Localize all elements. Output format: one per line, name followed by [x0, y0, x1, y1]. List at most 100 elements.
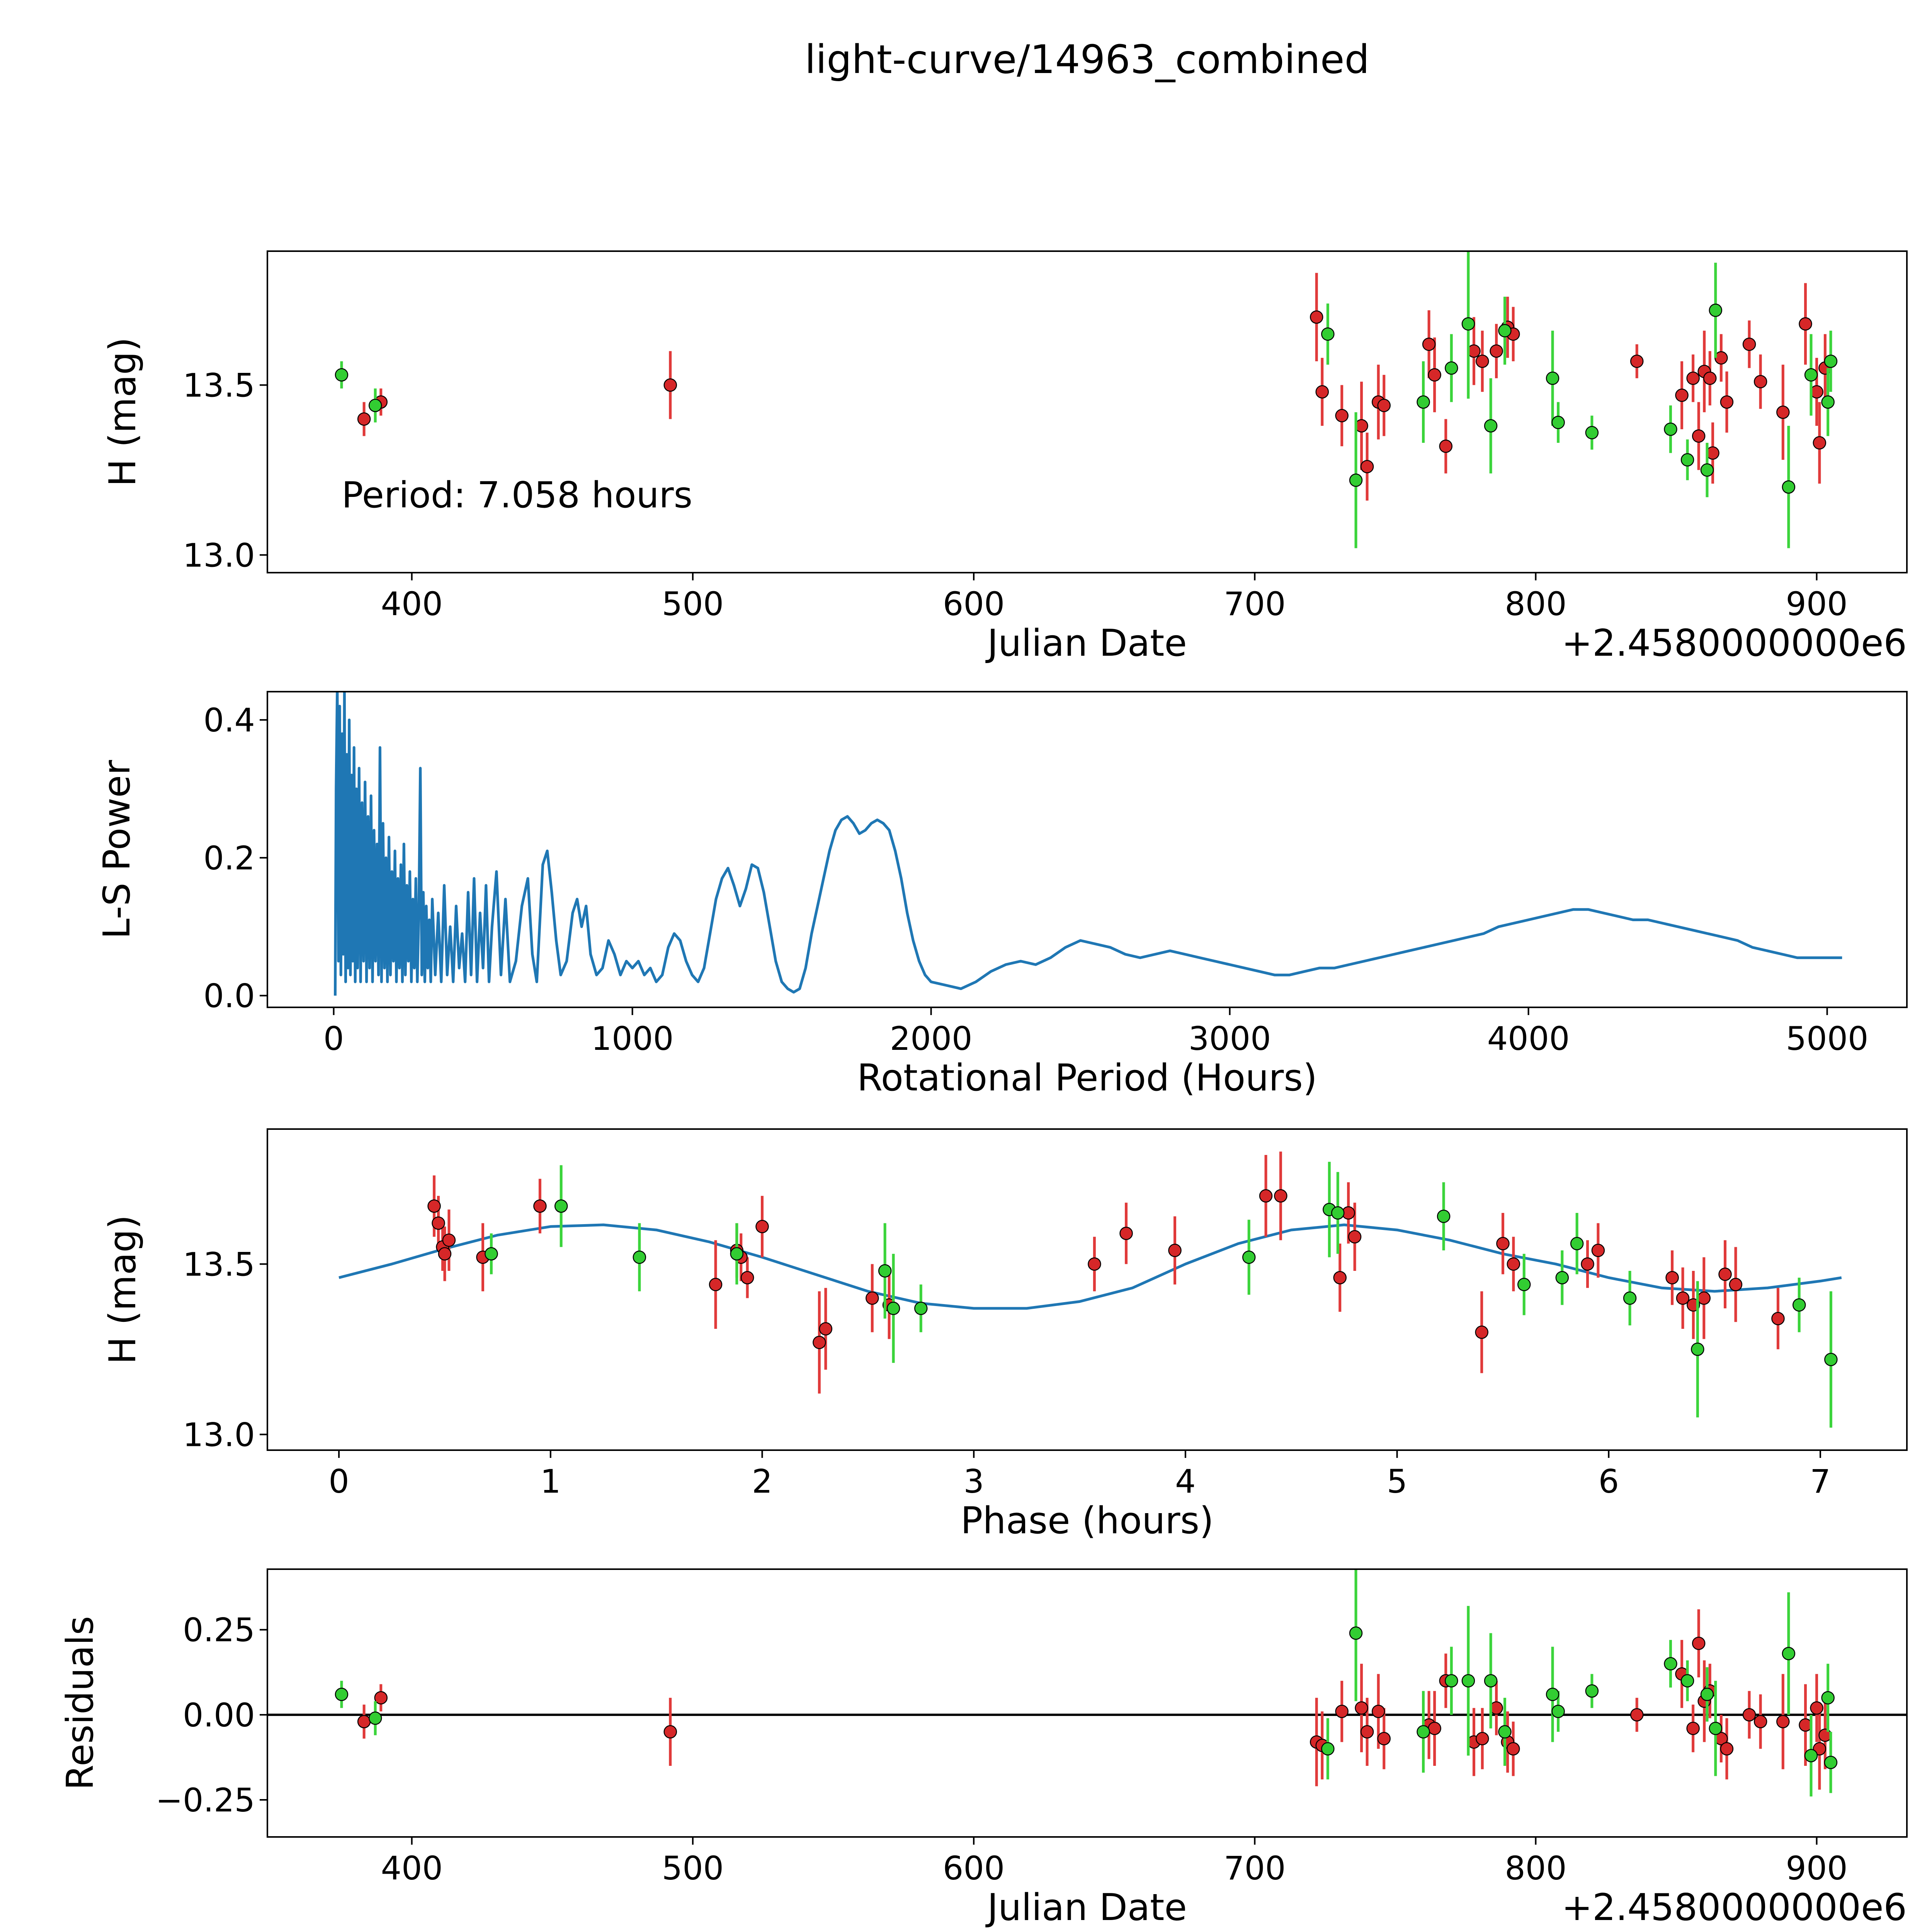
axes-frame — [267, 1128, 1908, 1451]
green-point — [1321, 327, 1335, 341]
x-tick-label: 600 — [943, 585, 1005, 623]
y-axis-label: H (mag) — [102, 1215, 144, 1364]
green-point — [633, 1250, 646, 1264]
x-tick-label: 4000 — [1487, 1020, 1570, 1058]
green-point — [1546, 371, 1560, 385]
green-point — [335, 1687, 349, 1701]
ls-power-curve — [334, 692, 1842, 996]
green-point — [1445, 361, 1458, 375]
red-point — [1371, 1704, 1385, 1718]
red-point — [1335, 409, 1349, 422]
green-point — [1585, 426, 1599, 439]
red-point — [1168, 1243, 1182, 1257]
green-point — [1498, 324, 1512, 338]
panel-lightcurve-jd: 400 500 600 700 800 900 13.0 13.5 Julian Date +2.… — [102, 250, 1908, 665]
red-point — [1692, 429, 1706, 443]
x-tick-label: 600 — [943, 1849, 1005, 1887]
x-tick-label: 900 — [1786, 1849, 1847, 1887]
green-point — [1417, 1725, 1430, 1739]
red-point — [1581, 1257, 1594, 1271]
red-point — [1630, 1708, 1644, 1722]
y-axis-label: H (mag) — [102, 337, 144, 487]
green-point — [878, 1264, 892, 1278]
red-point — [1810, 1701, 1823, 1715]
x-tick-label: 400 — [381, 1849, 443, 1887]
red-point — [1675, 388, 1689, 402]
red-series — [427, 1151, 1785, 1394]
red-series — [357, 273, 1832, 501]
green-point — [1824, 1353, 1838, 1366]
green-point — [1691, 1342, 1704, 1356]
green-point — [1517, 1278, 1531, 1291]
red-point — [357, 412, 371, 426]
red-point — [1310, 310, 1323, 324]
green-series — [335, 251, 1838, 548]
red-point — [740, 1271, 754, 1284]
x-tick-label: 800 — [1505, 1849, 1566, 1887]
green-point — [1700, 463, 1714, 477]
red-point — [432, 1216, 445, 1230]
red-point — [1335, 1704, 1349, 1718]
red-point — [663, 378, 677, 392]
x-axis-label: Julian Date — [985, 622, 1187, 665]
green-point — [1417, 395, 1430, 409]
green-point — [1824, 354, 1838, 368]
red-point — [1360, 1725, 1374, 1739]
red-point — [1475, 1325, 1488, 1339]
x-tick-label: 5000 — [1786, 1020, 1869, 1058]
axes-frame — [267, 691, 1908, 1008]
sinusoid-fit — [338, 1223, 1842, 1310]
x-tick-label: 700 — [1224, 1849, 1286, 1887]
red-point — [1348, 1230, 1362, 1244]
red-point — [1315, 385, 1329, 399]
green-point — [1585, 1684, 1599, 1698]
green-point — [1461, 317, 1475, 331]
y-tick-label: 0.00 — [183, 1696, 255, 1734]
red-point — [1377, 399, 1391, 412]
green-point — [368, 399, 382, 412]
red-point — [1686, 1721, 1700, 1735]
green-point — [886, 1301, 900, 1315]
green-point — [1804, 1749, 1818, 1762]
green-point — [1709, 1721, 1723, 1735]
x-axis-label: Phase (hours) — [961, 1500, 1214, 1542]
red-point — [1742, 337, 1756, 351]
red-point — [709, 1278, 723, 1291]
green-point — [1331, 1206, 1345, 1220]
green-point — [1242, 1250, 1256, 1264]
green-point — [1782, 480, 1796, 494]
red-point — [533, 1199, 547, 1213]
green-point — [1498, 1725, 1512, 1739]
x-tick-label: 2000 — [890, 1020, 973, 1058]
red-point — [1720, 1742, 1734, 1756]
axes-frame — [267, 250, 1908, 573]
green-point — [730, 1247, 744, 1261]
y-tick-label: 0.2 — [203, 839, 255, 877]
green-point — [1680, 453, 1694, 467]
y-tick-label: 0.25 — [183, 1611, 255, 1649]
green-point — [1709, 303, 1723, 317]
x-tick-label: 1000 — [591, 1020, 674, 1058]
x-tick-label: 0 — [328, 1463, 349, 1500]
red-point — [442, 1233, 456, 1247]
y-tick-label: 13.0 — [183, 536, 255, 574]
red-point — [1753, 1715, 1767, 1728]
green-point — [485, 1247, 498, 1261]
green-point — [1824, 1755, 1838, 1769]
red-point — [1591, 1243, 1605, 1257]
x-tick-label: 700 — [1224, 585, 1286, 623]
y-tick-label: −0.25 — [156, 1781, 255, 1819]
red-point — [1428, 1721, 1441, 1735]
red-point — [1771, 1312, 1785, 1325]
green-point — [1570, 1237, 1584, 1250]
red-point — [438, 1247, 452, 1261]
green-point — [914, 1301, 928, 1315]
green-point — [1664, 1657, 1677, 1671]
red-point — [813, 1335, 826, 1349]
x-axis-offset-text: +2.4580000000e6 — [1561, 1886, 1907, 1929]
green-point — [1792, 1298, 1806, 1312]
red-point — [1476, 1732, 1489, 1745]
green-point — [1664, 422, 1677, 436]
red-point — [1355, 1701, 1368, 1715]
